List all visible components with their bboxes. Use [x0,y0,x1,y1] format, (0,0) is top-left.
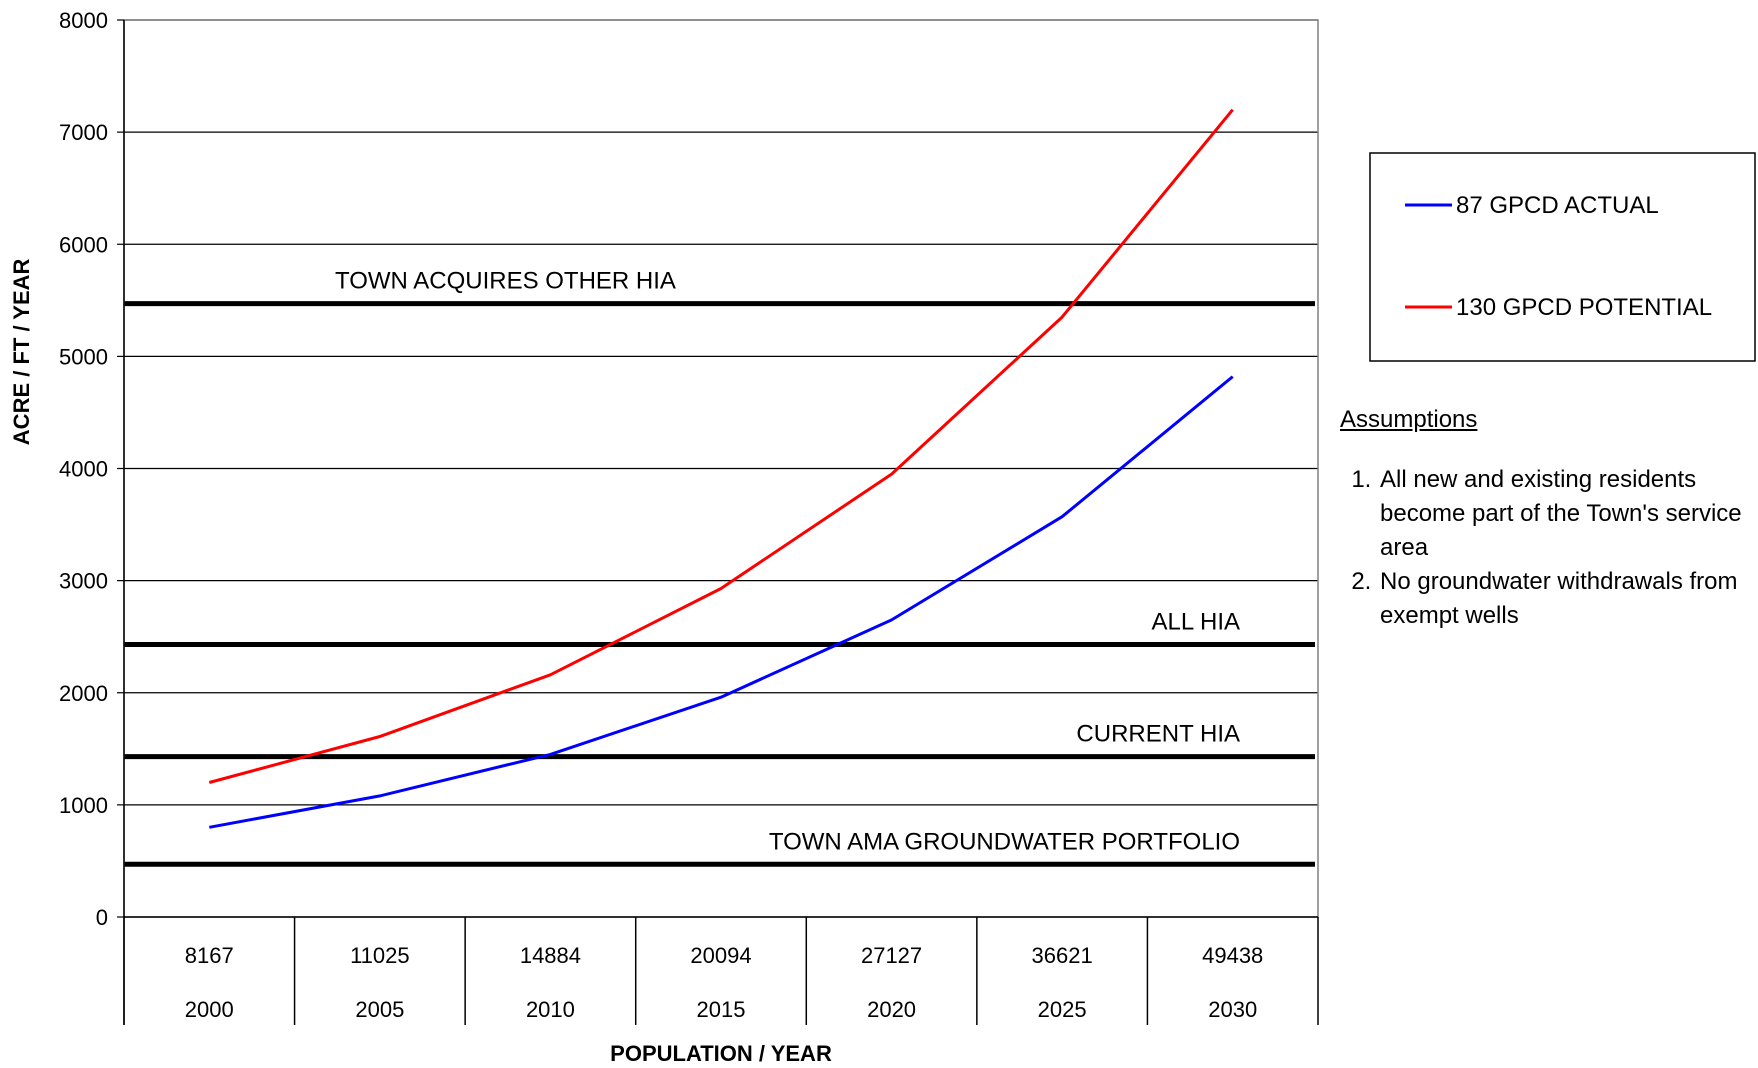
x-tick-label-year: 2010 [526,997,575,1022]
x-tick-label-population: 20094 [690,943,751,968]
y-tick-label: 5000 [59,344,108,369]
y-tick-label: 0 [96,905,108,930]
x-axis: 8167 2000 11025 2005 14884 2010 20094 2015 27127… [123,916,1319,1025]
x-tick-label-population: 36621 [1032,943,1093,968]
x-tick-label-year: 2030 [1208,997,1257,1022]
assumption-item: All new and existing residents become pa… [1378,463,1750,565]
series-line [208,108,1234,784]
y-axis: 0 1000 2000 3000 4000 5000 6000 7000 8000 [59,8,125,1025]
y-tick-label: 8000 [59,8,108,33]
x-tick-label-year: 2020 [867,997,916,1022]
x-tick-label-year: 2025 [1038,997,1087,1022]
y-tick-label: 2000 [59,681,108,706]
series-line [209,375,1234,829]
legend-box [1369,152,1756,362]
reference-line-label: TOWN ACQUIRES OTHER HIA [335,268,676,295]
y-tick-label: 4000 [59,457,108,482]
y-tick-label: 3000 [59,569,108,594]
x-tick-label-population: 27127 [861,943,922,968]
y-axis-title: ACRE / FT / YEAR [9,258,34,445]
x-tick-label-year: 2015 [697,997,746,1022]
reference-line-label: TOWN AMA GROUNDWATER PORTFOLIO [769,828,1240,855]
y-tick-label: 1000 [59,793,108,818]
reference-lines: TOWN ACQUIRES OTHER HIA ALL HIA CURRENT HI… [124,268,1315,867]
reference-line-label: ALL HIA [1152,609,1241,636]
legend-label: 87 GPCD ACTUAL [1456,192,1659,219]
legend: 87 GPCD ACTUAL 130 GPCD POTENTIAL [1369,152,1756,362]
x-axis-title: POPULATION / YEAR [610,1041,832,1066]
x-tick-label-population: 11025 [350,943,410,968]
x-tick-label-population: 49438 [1202,943,1263,968]
y-tick-label: 6000 [59,232,108,257]
series-lines [208,108,1234,829]
assumptions-title: Assumptions [1340,406,1478,433]
assumptions-list: All new and existing residents become pa… [1340,463,1750,633]
gridlines [124,19,1318,806]
assumption-item: No groundwater withdrawals from exempt w… [1378,565,1750,633]
assumptions-panel: Assumptions All new and existing residen… [1340,403,1750,633]
legend-label: 130 GPCD POTENTIAL [1456,294,1712,321]
y-tick-label: 7000 [59,120,108,145]
x-tick-label-year: 2000 [185,997,234,1022]
reference-line-label: CURRENT HIA [1076,721,1240,748]
x-tick-label-year: 2005 [355,997,404,1022]
x-tick-label-population: 14884 [520,943,581,968]
x-tick-label-population: 8167 [185,943,234,968]
